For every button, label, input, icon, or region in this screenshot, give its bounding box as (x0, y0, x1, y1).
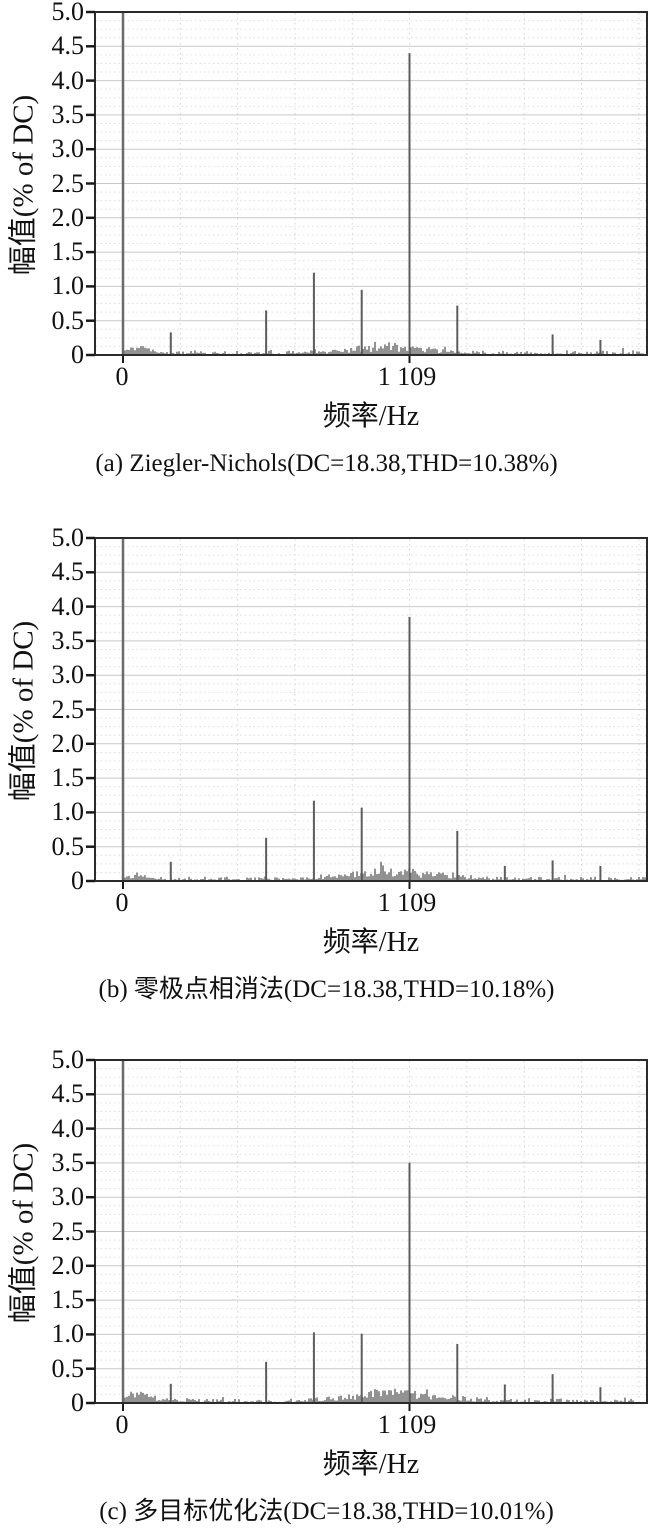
gridlines (96, 539, 646, 880)
y-tick-label: 2.0 (51, 1250, 85, 1280)
chart-panel-c: 幅值(% of DC) 0 0.5 1.0 1.5 2.0 2.5 3.0 3.5 4.0 4.5… (0, 1045, 653, 1532)
y-tick-label: 2.5 (51, 1216, 85, 1246)
harmonic-peaks (169, 1162, 602, 1403)
y-tick-label: 5.0 (51, 1045, 85, 1074)
chart-panel-b: 幅值(% of DC) 0 0.5 1.0 1.5 2.0 2.5 3.0 3.5 4.0 4.5… (0, 523, 653, 1026)
spectrum-plot-a (86, 10, 648, 363)
dc-spike (121, 12, 125, 355)
panel-caption-b: (b) 零极点相消法(DC=18.38,THD=10.18%) (98, 976, 555, 1003)
x-tick-label-0: 0 (115, 362, 129, 391)
y-tick-label: 0.5 (51, 831, 85, 861)
x-axis-label: 频率/Hz (322, 1449, 420, 1480)
harmonic-peaks (169, 616, 602, 881)
y-tick-label: 3.5 (51, 625, 85, 655)
y-tick-label: 4.5 (51, 1079, 85, 1109)
y-tick-label: 2.0 (51, 728, 85, 758)
y-tick-label: 3.0 (51, 134, 85, 164)
harmonic-peaks (169, 53, 602, 355)
x-tick-label-0: 0 (115, 888, 129, 917)
axis-ticks (86, 1058, 411, 1411)
y-tick-label: 2.0 (51, 202, 85, 232)
y-tick-label: 3.0 (51, 660, 85, 690)
noise-bars (124, 861, 646, 881)
y-tick-label: 2.5 (51, 694, 85, 724)
y-tick-label: 0 (71, 1388, 84, 1417)
gridlines (96, 1061, 646, 1402)
y-tick-label: 1.5 (51, 763, 85, 793)
y-tick-label: 0.5 (51, 305, 85, 335)
y-tick-label: 2.5 (51, 168, 85, 198)
spectrum-plot-b (86, 536, 648, 889)
y-tick-label: 4.0 (51, 65, 85, 95)
y-tick-label: 3.5 (51, 1147, 85, 1177)
chart-panel-a: 幅值(% of DC) 0 0.5 1.0 1.5 2.0 2.5 3.0 3.5 4.0 4.5… (0, 0, 653, 500)
y-tick-label: 1.0 (51, 797, 85, 827)
y-tick-label: 1.5 (51, 237, 85, 267)
x-tick-label-1109: 1 109 (377, 888, 437, 917)
x-axis-label: 频率/Hz (322, 927, 420, 958)
spectrum-plot-c (86, 1058, 648, 1411)
y-tick-label: 4.5 (51, 557, 85, 587)
y-tick-label: 5.0 (51, 523, 85, 552)
y-tick-label: 1.5 (51, 1285, 85, 1315)
y-tick-label: 1.0 (51, 271, 85, 301)
axis-ticks (86, 536, 411, 889)
y-tick-label: 3.5 (51, 99, 85, 129)
x-tick-label-1109: 1 109 (377, 1410, 437, 1439)
x-tick-label-1109: 1 109 (377, 362, 437, 391)
axis-ticks (86, 10, 411, 363)
noise-bars (124, 341, 646, 355)
panel-caption-c: (c) 多目标优化法(DC=18.38,THD=10.01%) (99, 1498, 554, 1525)
y-tick-label: 0 (71, 340, 84, 369)
dc-spike (121, 538, 125, 881)
y-tick-label: 0.5 (51, 1353, 85, 1383)
y-tick-label: 3.0 (51, 1182, 85, 1212)
y-tick-label: 0 (71, 866, 84, 895)
y-tick-label: 4.0 (51, 591, 85, 621)
panel-caption-a: (a) Ziegler-Nichols(DC=18.38,THD=10.38%) (95, 450, 558, 477)
gridlines (96, 13, 646, 354)
y-tick-label: 4.0 (51, 1113, 85, 1143)
y-tick-label: 5.0 (51, 0, 85, 26)
y-tick-label: 4.5 (51, 31, 85, 61)
noise-bars (124, 1388, 646, 1403)
x-tick-label-0: 0 (115, 1410, 129, 1439)
x-axis-label: 频率/Hz (322, 401, 420, 432)
dc-spike (121, 1060, 125, 1403)
y-tick-label: 1.0 (51, 1319, 85, 1349)
